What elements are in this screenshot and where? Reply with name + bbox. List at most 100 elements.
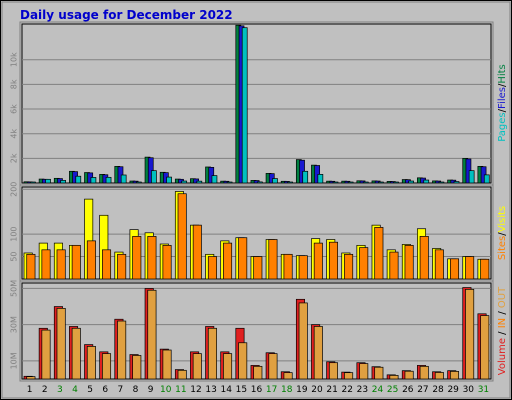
legend-entry-files: Files (497, 87, 508, 109)
legend-text: Volume / IN / OUT (497, 286, 508, 375)
bar-pages-day-16 (256, 181, 263, 184)
bar-in-day-7 (117, 320, 127, 380)
bar-pages-day-9-fill (151, 170, 157, 184)
bar-in-day-14-fill (223, 353, 233, 380)
bar-in-day-31 (480, 315, 490, 380)
y-tick-label: 200 (10, 182, 19, 197)
x-tick-label-day-19: 19 (296, 385, 308, 395)
bar-sites-day-27 (419, 236, 429, 280)
bar-pages-day-9 (151, 170, 157, 184)
bar-in-day-12-fill (192, 353, 202, 380)
bar-sites-day-8-fill (132, 236, 142, 280)
x-tick-label-day-16: 16 (251, 385, 263, 395)
bar-in-day-27-fill (419, 365, 429, 380)
bar-sites-day-22 (344, 253, 354, 280)
bar-in-day-6-fill (102, 353, 112, 380)
bar-in-day-25 (389, 375, 399, 380)
bar-in-day-19 (298, 302, 308, 380)
bar-in-day-2 (41, 329, 51, 380)
bar-sites-day-15-fill (238, 237, 248, 280)
bar-sites-day-21-fill (328, 241, 338, 280)
x-tick-label-day-14: 14 (221, 385, 233, 395)
bar-in-day-3-fill (56, 308, 66, 380)
bar-sites-day-16 (253, 256, 263, 280)
bar-in-day-11-fill (177, 369, 187, 380)
bar-in-day-30-fill (465, 288, 475, 380)
x-tick-label-day-7: 7 (117, 385, 123, 395)
legend-separator: / (497, 83, 508, 87)
bar-in-day-11 (177, 369, 187, 380)
bar-sites-day-13-fill (207, 256, 217, 280)
bar-pages-day-26-fill (408, 180, 414, 184)
bar-sites-day-5 (86, 240, 96, 280)
bar-in-day-9-fill (147, 289, 157, 380)
bar-in-day-10 (162, 349, 172, 380)
panel-border (19, 280, 494, 382)
bar-pages-day-2-fill (45, 178, 51, 184)
bar-in-day-3 (56, 308, 66, 380)
chart-title: Daily usage for December 2022 (20, 8, 233, 22)
bar-sites-day-21 (328, 241, 338, 280)
bar-sites-day-5-fill (86, 240, 96, 280)
bar-pages-day-24 (378, 181, 384, 184)
bar-in-day-6 (102, 353, 112, 380)
bar-in-day-23-fill (359, 363, 369, 380)
bar-sites-day-6 (102, 249, 112, 280)
y-tick-label: 50M (10, 280, 19, 297)
bar-pages-day-23-fill (362, 181, 369, 184)
y-tick-label: 100 (10, 226, 19, 241)
x-tick-label-day-24: 24 (372, 385, 384, 395)
bar-pages-day-25-fill (393, 181, 399, 184)
bar-pages-day-15 (241, 27, 248, 184)
x-tick-label-day-10: 10 (160, 385, 172, 395)
bar-in-day-22 (344, 372, 354, 380)
x-tick-label-day-9: 9 (148, 385, 154, 395)
bar-sites-day-11 (177, 193, 187, 280)
y-tick-label: 10M (10, 352, 19, 369)
legend-entry-visits: Visits (497, 206, 508, 233)
y-tick-label: 2k (10, 153, 19, 163)
legend-entry-out: OUT (497, 286, 508, 308)
bar-pages-day-10-fill (166, 176, 172, 184)
bar-pages-day-8-fill (135, 181, 142, 184)
bar-pages-day-29-fill (453, 181, 460, 184)
bar-pages-day-31-fill (483, 174, 490, 184)
bar-in-day-24 (374, 366, 384, 380)
bar-in-day-26-fill (404, 370, 414, 380)
bar-in-day-28-fill (434, 372, 444, 380)
legend-text: Sites/Visits (497, 206, 508, 260)
y-tick-label: 30M (10, 316, 19, 333)
bar-sites-day-15 (238, 237, 248, 280)
bar-in-day-17-fill (268, 353, 278, 380)
bar-sites-day-20-fill (313, 242, 323, 280)
x-tick-label-day-28: 28 (432, 385, 444, 395)
bar-sites-day-18 (283, 253, 293, 280)
legend-entry-hits: Hits (497, 64, 508, 83)
bar-pages-day-29 (453, 181, 460, 184)
panel-hits: 2k 4k 6k 8k 10k (10, 21, 494, 186)
x-tick-label-day-31: 31 (478, 385, 489, 395)
bar-sites-day-1 (26, 253, 36, 280)
bar-in-day-26 (404, 370, 414, 380)
bar-in-day-20-fill (313, 326, 323, 380)
legend-separator: / (497, 232, 508, 236)
x-tick-label-day-11: 11 (175, 385, 186, 395)
bar-pages-day-19-fill (302, 170, 309, 184)
x-tick-label-day-22: 22 (342, 385, 353, 395)
bar-in-day-29-fill (449, 371, 460, 380)
panel-volume: 10M 30M 50M (10, 280, 494, 382)
bar-sites-day-3-fill (56, 249, 66, 280)
bar-sites-day-24 (374, 227, 384, 280)
x-tick-label-day-2: 2 (42, 385, 48, 395)
bar-pages-day-5-fill (90, 177, 97, 184)
bar-in-day-4-fill (71, 327, 81, 380)
bar-in-day-13 (207, 327, 217, 380)
bar-pages-day-21 (332, 181, 339, 184)
bar-sites-day-12-fill (192, 224, 202, 280)
x-tick-label-day-26: 26 (402, 385, 414, 395)
bar-in-day-29 (449, 371, 460, 380)
bar-sites-day-11-fill (177, 193, 187, 280)
bar-pages-day-22 (347, 181, 354, 184)
bar-sites-day-2 (41, 249, 51, 280)
